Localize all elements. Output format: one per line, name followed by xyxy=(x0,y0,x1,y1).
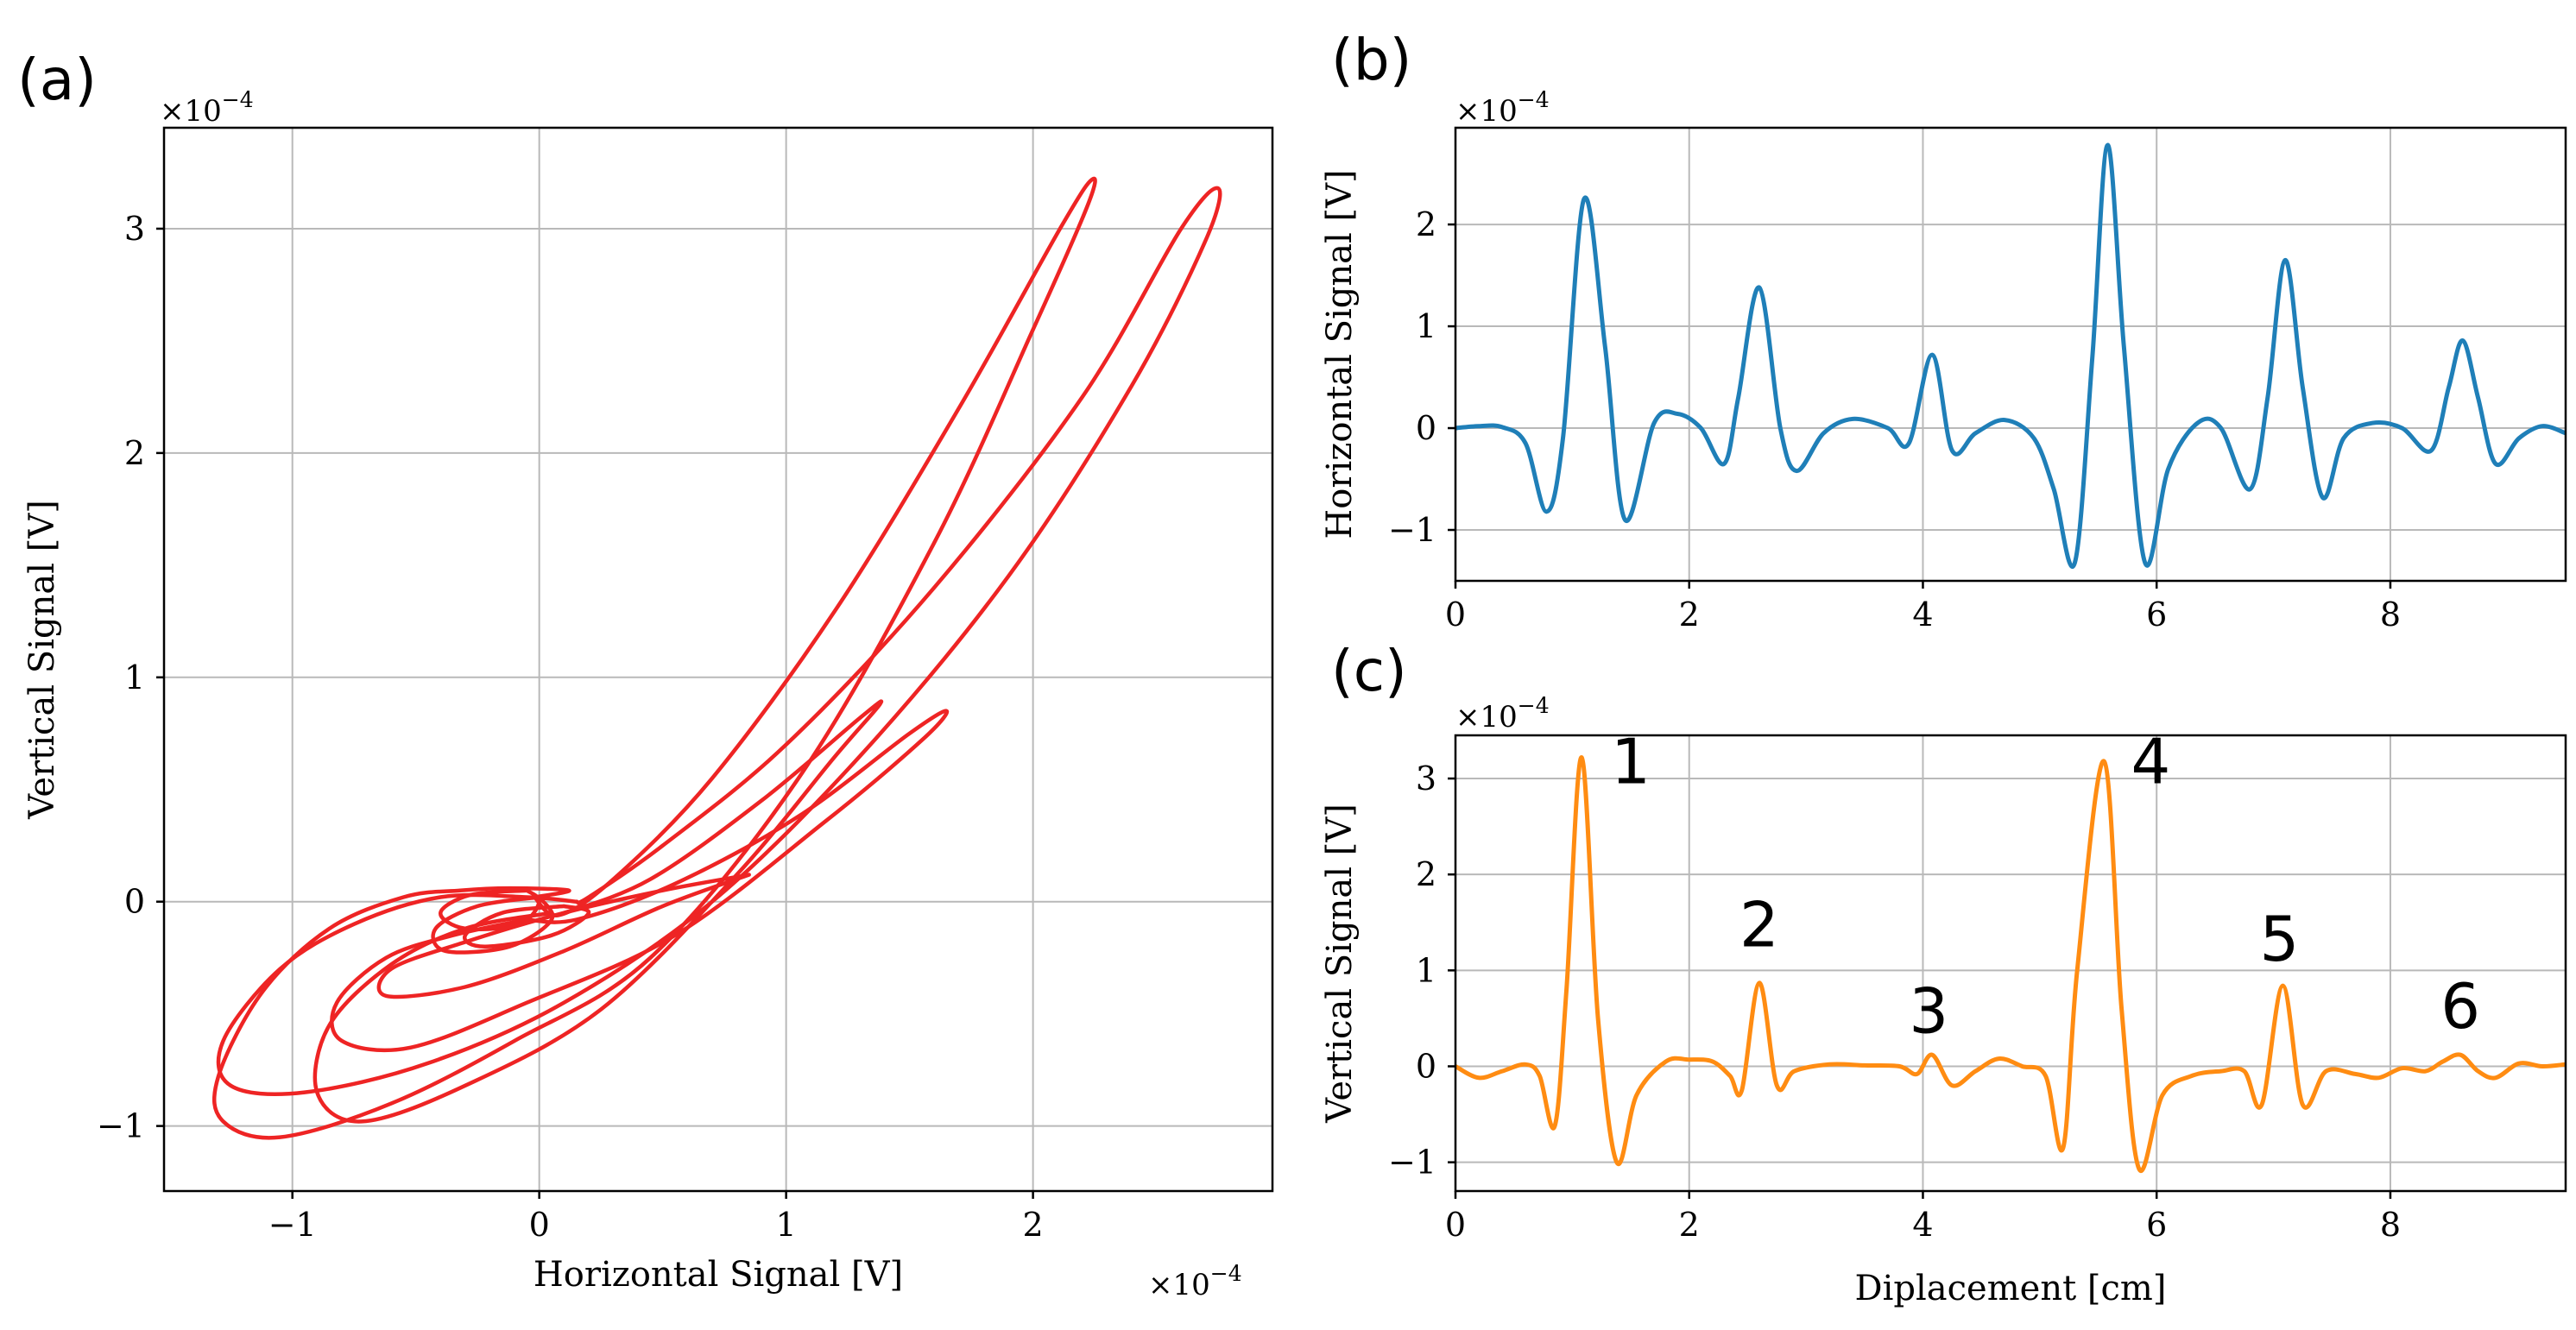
y-tick-label-a-0: −1 xyxy=(97,1107,145,1145)
axes-frame-a xyxy=(162,126,1274,1193)
y-tick-label-c-0: −1 xyxy=(1388,1144,1436,1182)
x-tick-label-a-0: −1 xyxy=(268,1206,317,1244)
y-tick-label-b-3: 2 xyxy=(1416,205,1436,243)
y-tick-label-a-1: 0 xyxy=(124,883,145,921)
x-tick-label-b-4: 8 xyxy=(2380,596,2401,633)
y-tick-label-b-0: −1 xyxy=(1388,511,1436,549)
series-b-0 xyxy=(1455,142,2566,569)
series-a-0 xyxy=(212,176,1097,1140)
series-a-1 xyxy=(216,186,1222,1096)
y-tick-label-b-1: 0 xyxy=(1416,409,1436,447)
y-scale-a: ×10−4 xyxy=(160,87,254,129)
y-tick-label-a-4: 3 xyxy=(124,210,145,248)
axes-frame-c xyxy=(1454,734,2567,1193)
peak-label-1: 1 xyxy=(1611,726,1651,798)
peak-label-5: 5 xyxy=(2259,903,2299,975)
y-axis-label-b: Horizontal Signal [V] xyxy=(1320,169,1360,539)
x-tick-label-a-2: 1 xyxy=(776,1206,797,1244)
peak-label-4: 4 xyxy=(2131,726,2171,798)
panel-b: (b) 0 2 4 6 8 −1 0 1 2 Horizontal Signal [V] ×10−4 xyxy=(1320,27,2567,633)
panel-label-a: (a) xyxy=(17,47,97,113)
x-tick-label-c-2: 4 xyxy=(1912,1206,1933,1244)
x-tick-label-b-3: 6 xyxy=(2146,596,2167,633)
x-tick-label-b-1: 2 xyxy=(1679,596,1700,633)
x-axis-label-a: Horizontal Signal [V] xyxy=(534,1255,903,1295)
x-tick-label-a-3: 2 xyxy=(1023,1206,1044,1244)
series-a-4 xyxy=(376,873,751,999)
axes-frame-b xyxy=(1454,126,2567,583)
x-scale-a: ×10−4 xyxy=(1148,1261,1242,1302)
y-tick-label-c-1: 0 xyxy=(1416,1047,1436,1085)
y-tick-label-c-4: 3 xyxy=(1416,760,1436,797)
x-tick-label-b-0: 0 xyxy=(1445,596,1466,633)
x-tick-label-c-4: 8 xyxy=(2380,1206,2401,1244)
x-tick-label-c-0: 0 xyxy=(1445,1206,1466,1244)
series-a-2 xyxy=(313,699,884,1124)
y-tick-label-a-3: 2 xyxy=(124,434,145,472)
panel-label-c: (c) xyxy=(1331,638,1407,704)
series-a-5 xyxy=(431,895,555,955)
y-scale-c: ×10−4 xyxy=(1455,693,1550,734)
y-axis-label-a: Vertical Signal [V] xyxy=(22,500,62,820)
y-scale-b: ×10−4 xyxy=(1455,87,1550,129)
y-tick-label-a-2: 1 xyxy=(124,659,145,697)
x-tick-label-b-2: 4 xyxy=(1912,596,1933,633)
x-axis-label-c: Diplacement [cm] xyxy=(1855,1269,2167,1308)
peak-label-2: 2 xyxy=(1739,889,1779,961)
series-a-3 xyxy=(330,709,950,1053)
x-tick-label-a-1: 0 xyxy=(529,1206,550,1244)
series-c-0 xyxy=(1455,755,2566,1174)
peak-label-3: 3 xyxy=(1909,975,1948,1048)
y-tick-label-c-2: 1 xyxy=(1416,951,1436,989)
y-axis-label-c: Vertical Signal [V] xyxy=(1320,804,1360,1124)
x-tick-label-c-1: 2 xyxy=(1679,1206,1700,1244)
y-tick-label-c-3: 2 xyxy=(1416,855,1436,893)
panel-a: (a) −1 0 1 2 −1 0 1 2 3 Horizontal Signal [V] Verti… xyxy=(17,47,1274,1302)
x-tick-label-c-3: 6 xyxy=(2146,1206,2167,1244)
y-tick-label-b-2: 1 xyxy=(1416,307,1436,345)
series-a-7 xyxy=(439,888,541,931)
peak-label-6: 6 xyxy=(2440,970,2480,1043)
series-a-6 xyxy=(463,904,591,949)
panel-label-b: (b) xyxy=(1331,27,1411,93)
